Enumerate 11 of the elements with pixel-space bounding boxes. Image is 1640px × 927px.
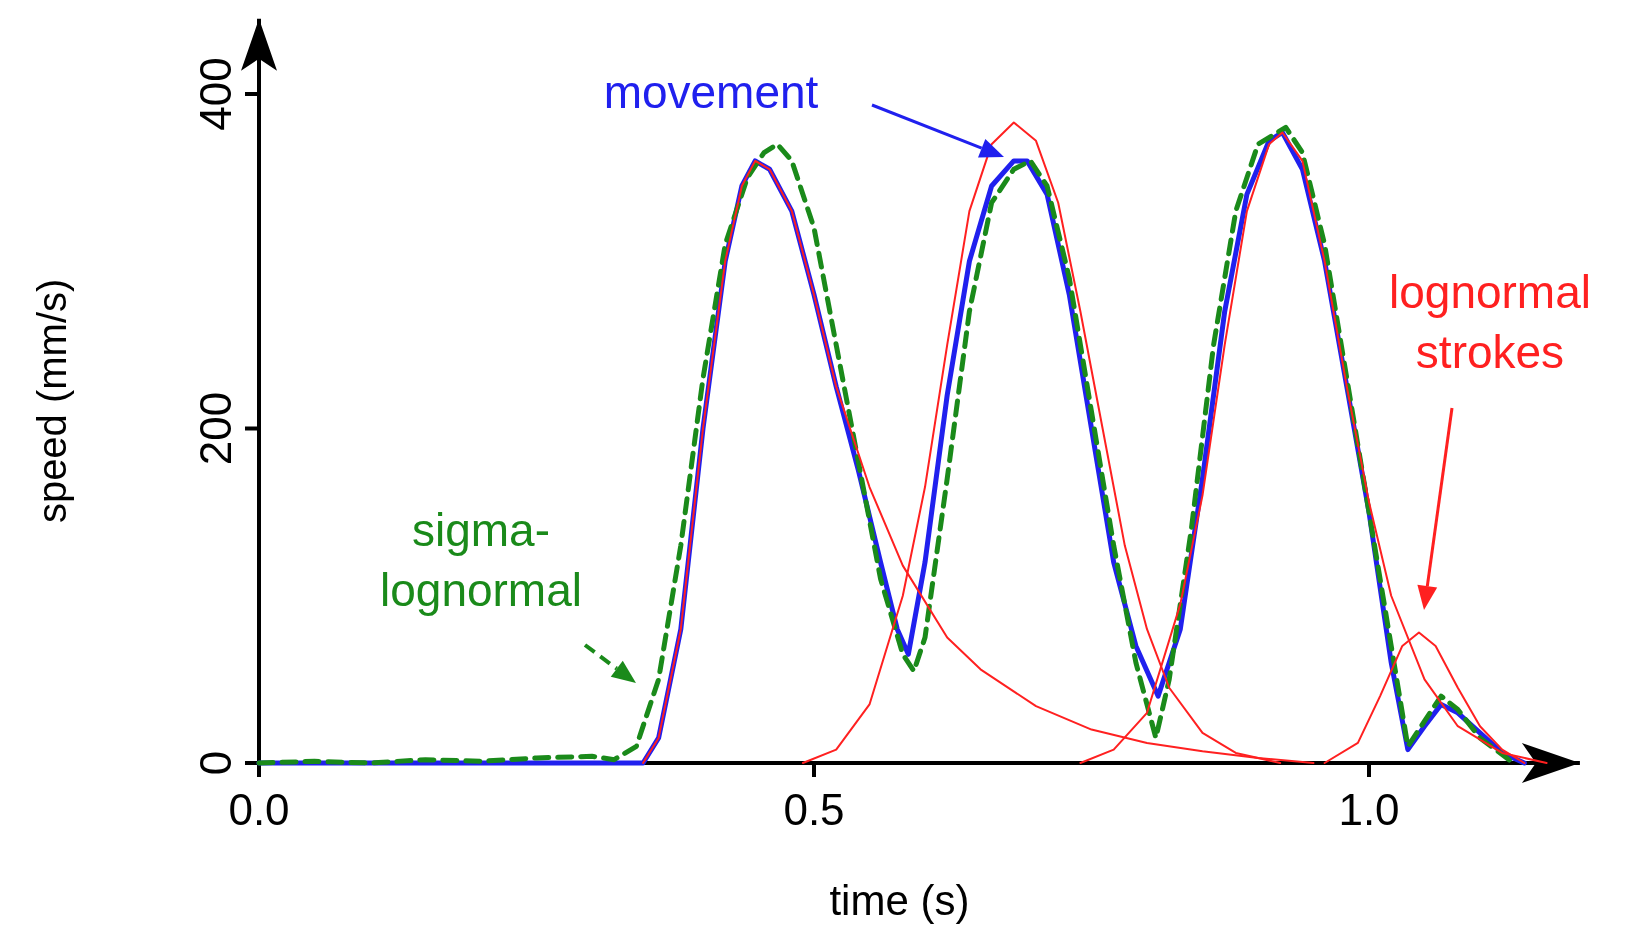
x-axis-title: time (s) <box>829 877 970 924</box>
y-tick-label: 0 <box>191 750 240 776</box>
y-tick-label: 400 <box>191 57 240 131</box>
annotation: movement <box>603 66 819 118</box>
y-axis-title: speed (mm/s) <box>30 278 74 524</box>
x-tick-label: 0.5 <box>783 785 845 834</box>
x-tick-label: 0.0 <box>228 785 290 834</box>
annotation: sigma-lognormal <box>380 504 582 616</box>
x-tick-label: 1.0 <box>1338 785 1400 834</box>
annotation: lognormal strokes <box>1389 266 1591 378</box>
y-tick-label: 200 <box>191 391 240 466</box>
